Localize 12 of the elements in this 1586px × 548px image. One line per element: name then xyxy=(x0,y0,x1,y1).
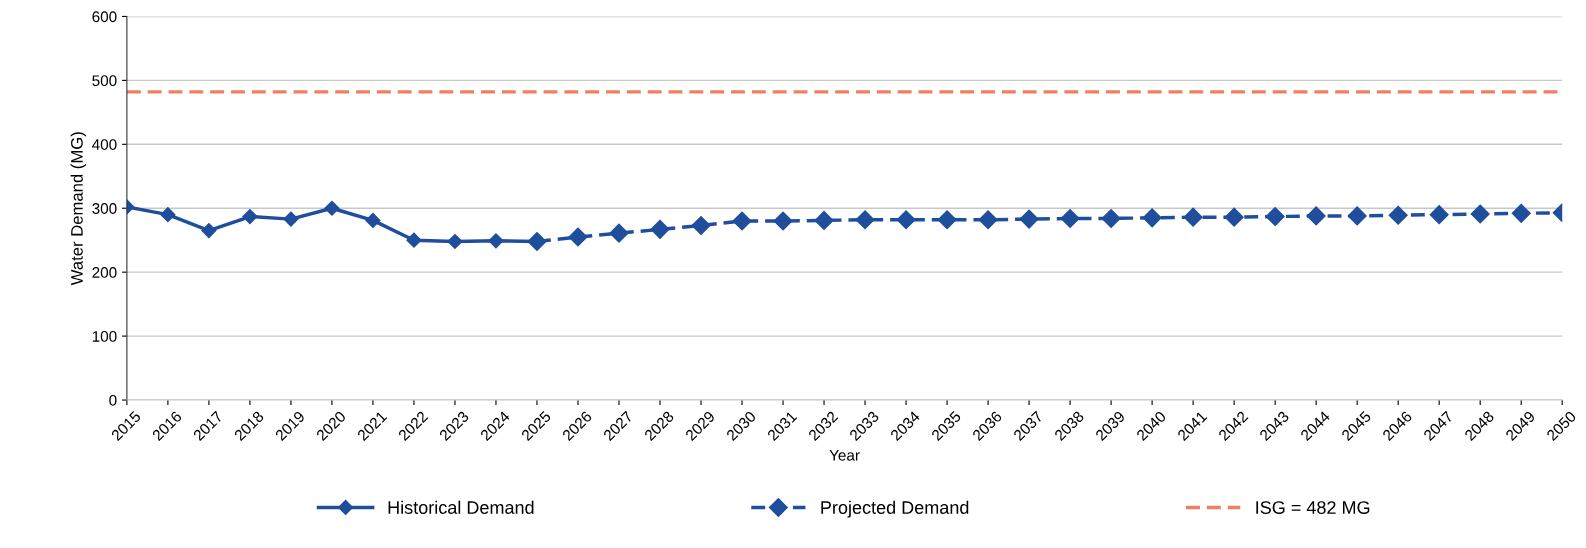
y-tick-label: 500 xyxy=(92,75,117,87)
y-tick-label: 300 xyxy=(92,203,117,214)
legend-label: Projected Demand xyxy=(821,500,969,518)
legend-label: Historical Demand xyxy=(388,500,534,514)
y-tick-label: 600 xyxy=(92,11,117,23)
y-tick-label: 400 xyxy=(92,139,117,150)
x-axis-title: Year xyxy=(829,449,860,461)
y-tick-label: 200 xyxy=(92,267,117,278)
y-tick-label: 0 xyxy=(109,394,117,406)
y-axis-title: Water Demand (MG) xyxy=(70,132,87,286)
legend-label: ISG = 482 MG xyxy=(1256,501,1370,514)
y-tick-label: 100 xyxy=(92,330,117,342)
